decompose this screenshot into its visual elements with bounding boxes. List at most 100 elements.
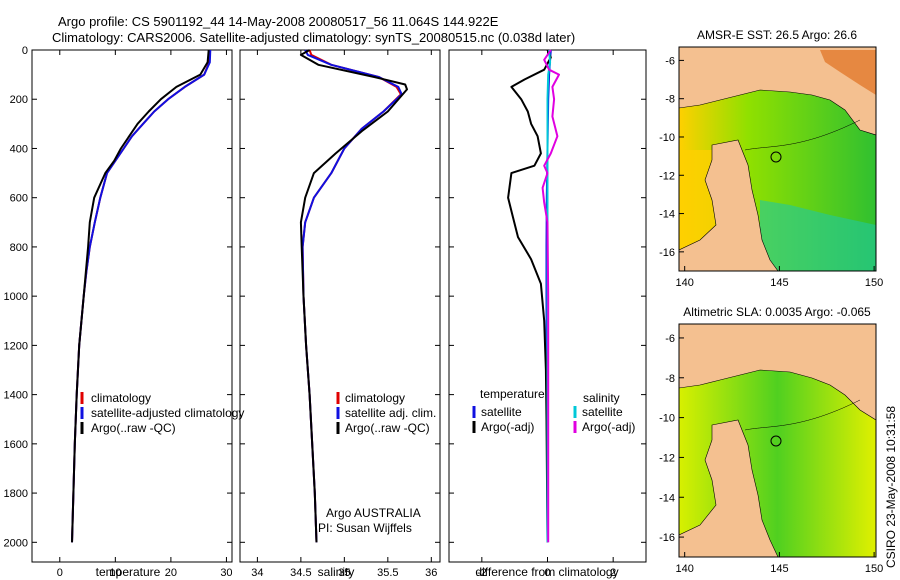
legend-label-argo-salinity: Argo(-adj) <box>582 420 635 434</box>
salinity-profiles <box>299 49 408 543</box>
series-line-satellite <box>301 49 403 543</box>
xtick-label: 34 <box>251 567 263 579</box>
legend-label-sat-temperature: satellite <box>481 405 522 419</box>
map-ytick-label: -16 <box>659 532 675 544</box>
sla-map: Altimetric SLA: 0.0035 Argo: -0.065 140 1… <box>659 305 883 575</box>
map-xtick-label: 140 <box>676 563 694 575</box>
temperature-legend: climatology satellite-adjusted climatolo… <box>80 391 244 435</box>
ytick-label: 600 <box>10 193 28 205</box>
map-xtick-label: 140 <box>676 277 694 289</box>
legend-title-temperature: temperature <box>480 387 545 401</box>
legend-bg-temperature <box>476 388 544 401</box>
xtick-label: 20 <box>165 567 177 579</box>
xtick-label: -2 <box>477 567 487 579</box>
ytick-label: 0 <box>22 45 28 57</box>
temperature-axes-box <box>31 49 233 563</box>
sst-contour <box>744 119 861 151</box>
xtick-label: 36 <box>425 567 437 579</box>
ytick-label: 1800 <box>4 488 28 500</box>
sst-argo-position-marker <box>770 151 782 163</box>
xtick-label: 2 <box>610 567 616 579</box>
series-line-argo <box>71 49 210 543</box>
salinity-legend: climatology satellite adj. clim. Argo(..… <box>336 391 436 435</box>
xtick-label: 35.5 <box>377 567 398 579</box>
xtick-label: 35 <box>338 567 350 579</box>
map-xtick-label: 145 <box>770 563 788 575</box>
sst-land-cape-york <box>679 139 779 271</box>
series-line-satellite <box>71 49 212 543</box>
salinity-panel: 34 34.5 35 35.5 36 salinity climatology sate… <box>239 49 441 579</box>
series-line-climatology <box>71 49 211 543</box>
map-xtick-label: 150 <box>865 563 883 575</box>
temperature-xlabel: temperature <box>96 565 161 579</box>
sst-land-new-guinea <box>679 47 876 136</box>
map-ytick-label: -12 <box>659 452 675 464</box>
xtick-label: 34.5 <box>290 567 311 579</box>
xtick-label: 30 <box>220 567 232 579</box>
ytick-label: 400 <box>10 143 28 155</box>
ytick-label: 1400 <box>4 390 28 402</box>
sla-contour <box>744 399 861 431</box>
sla-map-title: Altimetric SLA: 0.0035 Argo: -0.065 <box>683 305 871 319</box>
legend-label-satellite: satellite-adjusted climatology <box>91 406 244 420</box>
temperature-profiles <box>71 49 212 543</box>
ytick-label: 1600 <box>4 439 28 451</box>
xtick-label: 0 <box>544 567 550 579</box>
difference-legend: temperature satellite Argo(-adj) salinit… <box>472 387 635 434</box>
sla-map-ticks: 140 145 150 -6 -8 -10 -12 -14 -16 <box>659 333 883 575</box>
ytick-label: 800 <box>10 242 28 254</box>
temperature-ticks: 0 10 20 30 0 200 400 600 800 1000 1200 1400 1600 1800… <box>4 45 233 579</box>
legend-label-argo-temperature: Argo(-adj) <box>481 420 534 434</box>
xtick-label: 0 <box>57 567 63 579</box>
sst-map-frame <box>678 46 877 272</box>
sla-argo-position-marker <box>770 435 782 447</box>
temperature-panel: 0 10 20 30 0 200 400 600 800 1000 1200 1400 1600 1800… <box>4 45 245 579</box>
xtick-label: 10 <box>109 567 121 579</box>
credit-text: CSIRO 23-May-2008 10:31:58 <box>884 406 898 568</box>
sst-land-hot-patch <box>820 50 876 95</box>
series-line-climatology <box>301 49 402 543</box>
legend-label-climatology: climatology <box>345 391 405 405</box>
difference-xlabel: difference from climatology <box>475 565 618 579</box>
sst-map-title: AMSR-E SST: 26.5 Argo: 26.6 <box>697 28 857 42</box>
legend-label-climatology: climatology <box>91 391 151 405</box>
sst-map: AMSR-E SST: 26.5 Argo: 26.6 140 145 150 -6 -… <box>659 28 883 289</box>
sst-map-field <box>679 47 876 271</box>
ytick-label: 2000 <box>4 537 28 549</box>
annotation-pi: PI: Susan Wijffels <box>318 521 412 535</box>
map-ytick-label: -6 <box>665 55 675 67</box>
map-ytick-label: -8 <box>665 373 675 385</box>
map-ytick-label: -14 <box>659 209 675 221</box>
map-xtick-label: 150 <box>865 277 883 289</box>
legend-label-sat-salinity: satellite <box>582 405 623 419</box>
difference-panel: -2 0 2 difference from climatology tempera… <box>448 49 647 579</box>
figure-title-line1: Argo profile: CS 5901192_44 14-May-2008 … <box>58 14 499 29</box>
legend-label-satellite: satellite adj. clim. <box>345 406 436 420</box>
ytick-label: 200 <box>10 94 28 106</box>
ytick-label: 1200 <box>4 340 28 352</box>
series-line-argo <box>299 49 408 543</box>
sla-map-field <box>679 324 876 557</box>
legend-title-salinity: salinity <box>583 391 620 405</box>
legend-label-argo: Argo(..raw -QC) <box>91 421 176 435</box>
sla-land-new-guinea <box>679 324 876 421</box>
annotation-argo-australia: Argo AUSTRALIA <box>326 506 421 520</box>
sla-land-cape-york <box>679 419 779 557</box>
map-ytick-label: -10 <box>659 413 675 425</box>
legend-label-argo: Argo(..raw -QC) <box>345 421 430 435</box>
ytick-label: 1000 <box>4 291 28 303</box>
difference-profiles <box>507 49 560 543</box>
map-ytick-label: -14 <box>659 492 675 504</box>
salinity-axes-box <box>239 49 441 563</box>
salinity-xlabel: salinity <box>318 565 355 579</box>
map-ytick-label: -16 <box>659 247 675 259</box>
series-line-argo-salinity <box>541 49 560 543</box>
sst-map-ticks: 140 145 150 -6 -8 -10 -12 -14 -16 <box>659 55 883 289</box>
sla-map-frame <box>678 323 877 558</box>
map-ytick-label: -12 <box>659 170 675 182</box>
salinity-ticks: 34 34.5 35 35.5 36 <box>240 49 440 579</box>
sst-cool-patch <box>760 200 876 271</box>
map-xtick-label: 145 <box>770 277 788 289</box>
series-line-argo-temperature <box>507 49 552 543</box>
